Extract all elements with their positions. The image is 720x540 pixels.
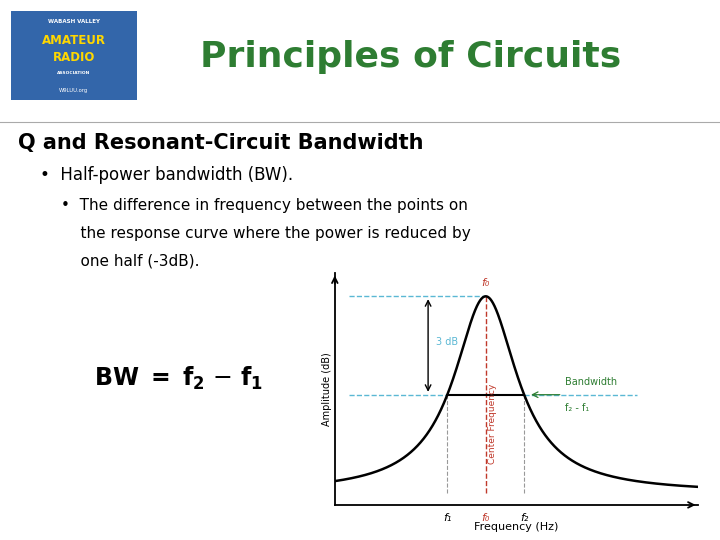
Text: WABASH VALLEY: WABASH VALLEY <box>48 19 100 24</box>
Text: W9LUU.org: W9LUU.org <box>59 89 89 93</box>
Text: RADIO: RADIO <box>53 51 95 64</box>
X-axis label: Frequency (Hz): Frequency (Hz) <box>474 522 559 531</box>
Text: f₂ - f₁: f₂ - f₁ <box>565 403 590 413</box>
Text: f₁: f₁ <box>443 513 451 523</box>
Text: AMATEUR: AMATEUR <box>42 33 106 46</box>
Text: 3 dB: 3 dB <box>436 336 459 347</box>
Text: $\mathbf{BW\ =\ f_2\ \mathregular{-}\ f_1}$: $\mathbf{BW\ =\ f_2\ \mathregular{-}\ f_… <box>94 364 263 391</box>
Text: ASSOCIATION: ASSOCIATION <box>57 71 91 75</box>
Text: one half (-3dB).: one half (-3dB). <box>61 254 199 269</box>
Text: Q and Resonant-Circuit Bandwidth: Q and Resonant-Circuit Bandwidth <box>18 133 423 153</box>
Text: Principles of Circuits: Principles of Circuits <box>199 40 621 73</box>
Text: Bandwidth: Bandwidth <box>565 377 618 387</box>
Text: f₀: f₀ <box>482 513 490 523</box>
Text: f₀: f₀ <box>482 279 490 288</box>
Text: •  Half-power bandwidth (BW).: • Half-power bandwidth (BW). <box>40 166 293 185</box>
Text: •  The difference in frequency between the points on: • The difference in frequency between th… <box>61 198 468 213</box>
Y-axis label: Amplitude (dB): Amplitude (dB) <box>322 352 332 426</box>
Text: the response curve where the power is reduced by: the response curve where the power is re… <box>61 226 471 241</box>
Text: f₂: f₂ <box>520 513 528 523</box>
Text: Center Frequency: Center Frequency <box>488 384 498 464</box>
